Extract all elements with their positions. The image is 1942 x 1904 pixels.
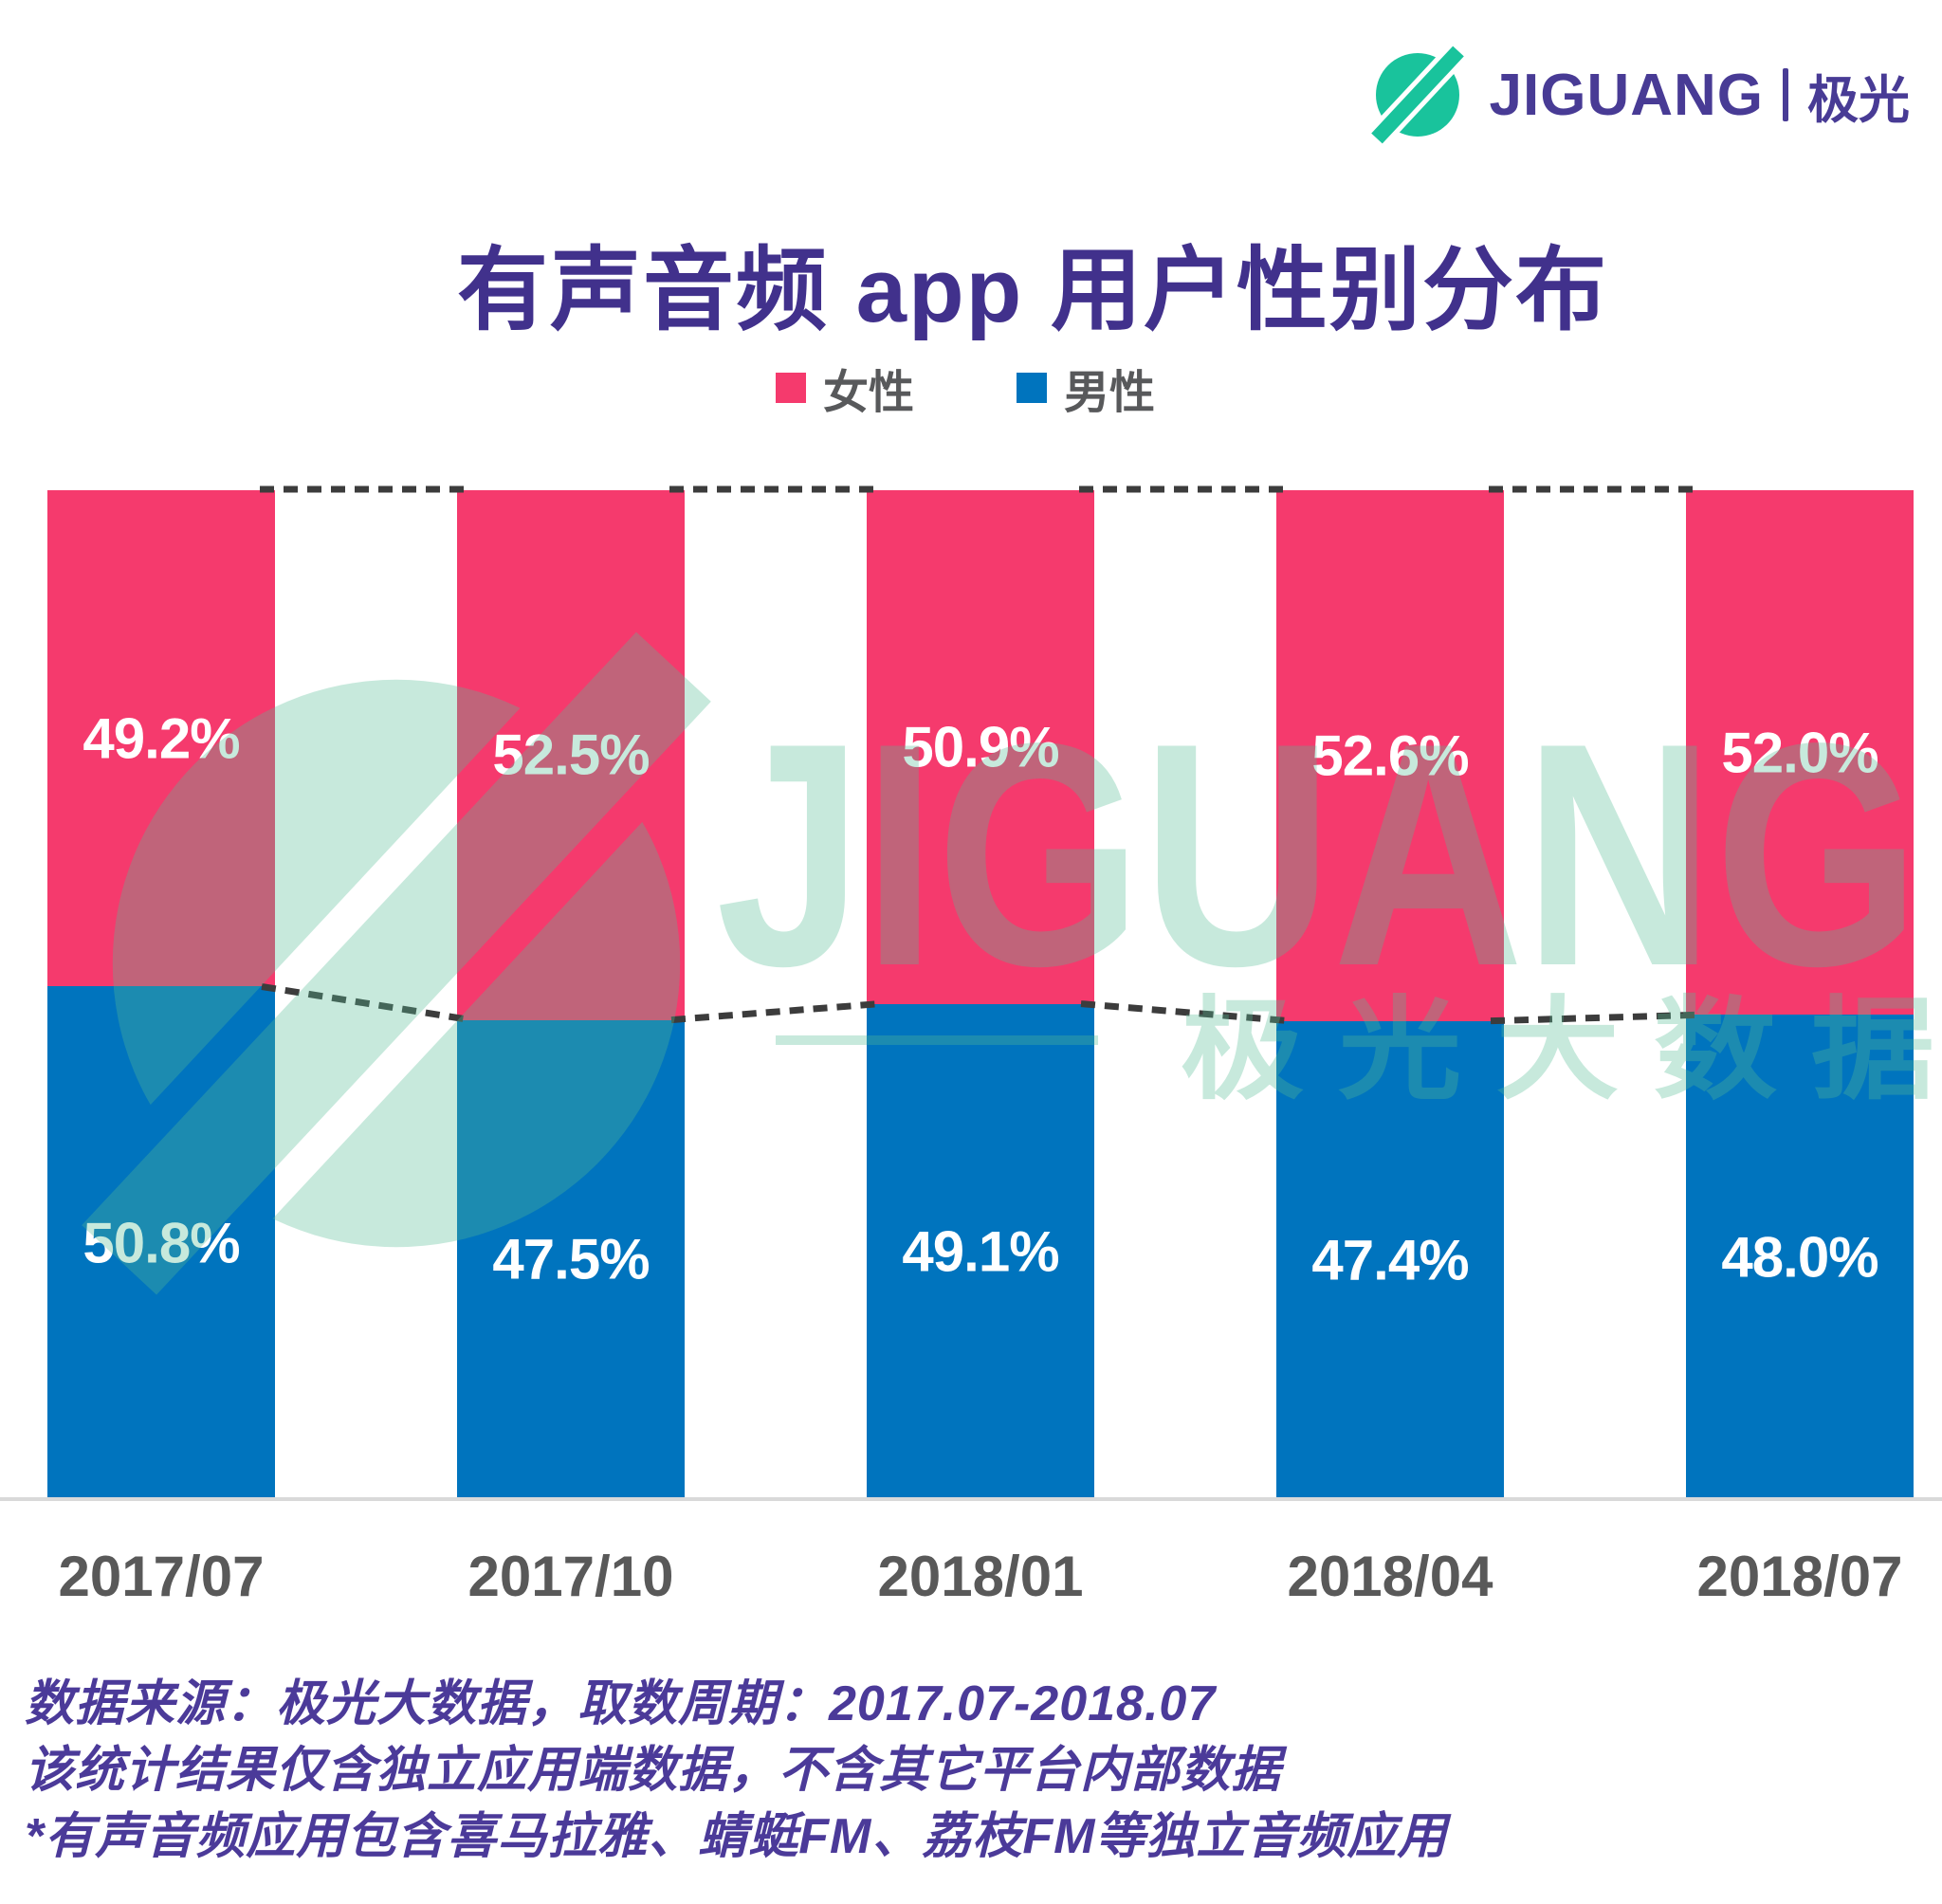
x-axis-label: 2017/07 xyxy=(58,1545,265,1608)
series-connector-dash xyxy=(1490,1011,1700,1025)
male-swatch xyxy=(1017,373,1048,403)
legend: 女性 男性 xyxy=(776,355,1155,421)
jiguang-logo-icon xyxy=(1365,42,1471,148)
legend-item-male: 男性 xyxy=(1017,355,1155,421)
x-axis-label: 2018/04 xyxy=(1287,1545,1493,1608)
bar-segment-female xyxy=(1276,490,1504,1021)
value-label-female: 52.0% xyxy=(1721,721,1878,785)
bar-segment-female xyxy=(1686,490,1914,1016)
value-label-female: 52.6% xyxy=(1311,723,1469,788)
x-axis-line xyxy=(0,1497,1942,1501)
legend-label-male: 男性 xyxy=(1064,368,1156,418)
value-label-female: 50.9% xyxy=(902,715,1059,779)
bar-segment-female xyxy=(867,490,1094,1004)
jiguang-logo: JIGUANG 极光 xyxy=(1365,42,1910,148)
legend-label-female: 女性 xyxy=(823,368,915,418)
source-line-2: 该统计结果仅含独立应用端数据，不含其它平台内部数据 xyxy=(25,1743,1282,1798)
value-label-male: 48.0% xyxy=(1721,1225,1878,1290)
series-connector-dash xyxy=(670,1000,881,1024)
source-line-3: *有声音频应用包含喜马拉雅、蜻蜓FM、荔枝FM等独立音频应用 xyxy=(25,1809,1448,1864)
title-row: 有声音频 app 用户性别分布 xyxy=(0,216,1942,348)
x-axis-label: 2018/07 xyxy=(1696,1545,1903,1608)
source-line-1: 数据来源：极光大数据，取数周期：2017.07-2018.07 xyxy=(25,1676,1217,1731)
legend-item-female: 女性 xyxy=(776,355,914,421)
chart-title: 有声音频 app 用户性别分布 xyxy=(456,240,1608,341)
value-label-male: 47.4% xyxy=(1311,1228,1469,1292)
logo-divider xyxy=(1783,68,1788,121)
bar-segment-male xyxy=(867,1003,1094,1499)
jiguang-logo-wordmark: JIGUANG xyxy=(1489,62,1764,128)
bar-segment-male xyxy=(1276,1020,1504,1499)
female-swatch xyxy=(776,373,806,403)
x-axis-label: 2017/10 xyxy=(467,1545,674,1608)
jiguang-logo-chinese: 极光 xyxy=(1807,71,1910,129)
value-label-male: 49.1% xyxy=(902,1219,1059,1284)
series-connector-dash xyxy=(1080,1000,1291,1025)
series-connector-dash xyxy=(261,983,471,1024)
x-axis-label: 2018/01 xyxy=(877,1545,1084,1608)
bar-segment-male xyxy=(1686,1015,1914,1499)
source-notes: 数据来源：极光大数据，取数周期：2017.07-2018.07 该统计结果仅含独… xyxy=(25,1671,1447,1870)
